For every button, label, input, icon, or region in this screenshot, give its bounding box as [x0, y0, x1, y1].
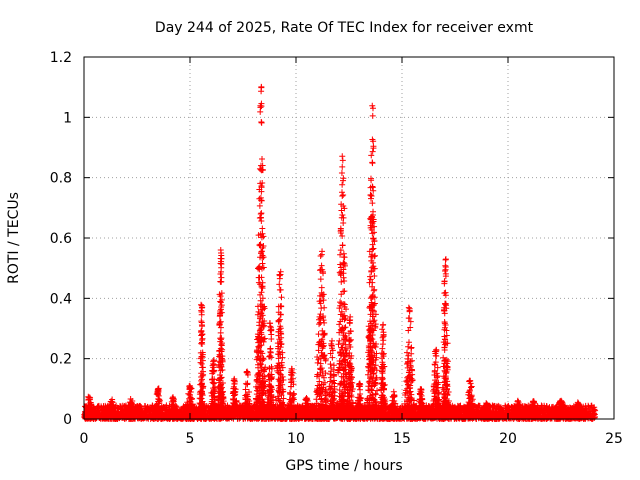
data-point	[198, 328, 205, 335]
data-point	[217, 329, 224, 336]
data-point	[256, 242, 263, 249]
data-point	[258, 361, 264, 368]
data-point	[267, 320, 274, 327]
data-point	[217, 278, 224, 285]
data-point	[243, 369, 250, 376]
chart-title: Day 244 of 2025, Rate Of TEC Index for r…	[155, 20, 534, 36]
data-point	[259, 225, 266, 232]
data-point	[268, 336, 275, 343]
data-point	[258, 118, 265, 125]
data-point	[267, 345, 274, 352]
data-point	[218, 264, 225, 271]
data-point	[198, 307, 205, 314]
data-point	[231, 377, 238, 384]
data-point	[592, 407, 599, 414]
data-point	[218, 274, 225, 281]
data-point	[258, 248, 265, 255]
data-points	[81, 83, 599, 422]
data-point	[210, 357, 217, 364]
data-point	[258, 84, 265, 91]
data-point	[256, 202, 263, 209]
data-point	[278, 294, 285, 301]
data-point	[198, 340, 205, 347]
data-point	[276, 370, 283, 377]
data-point	[242, 380, 249, 387]
data-point	[259, 156, 266, 163]
data-point	[258, 217, 265, 224]
data-point	[257, 214, 264, 221]
data-point	[257, 108, 264, 115]
data-point	[217, 255, 224, 262]
data-point	[258, 210, 265, 217]
data-point	[138, 404, 145, 411]
data-point	[275, 317, 282, 324]
data-point	[591, 404, 598, 411]
data-point	[256, 215, 263, 222]
